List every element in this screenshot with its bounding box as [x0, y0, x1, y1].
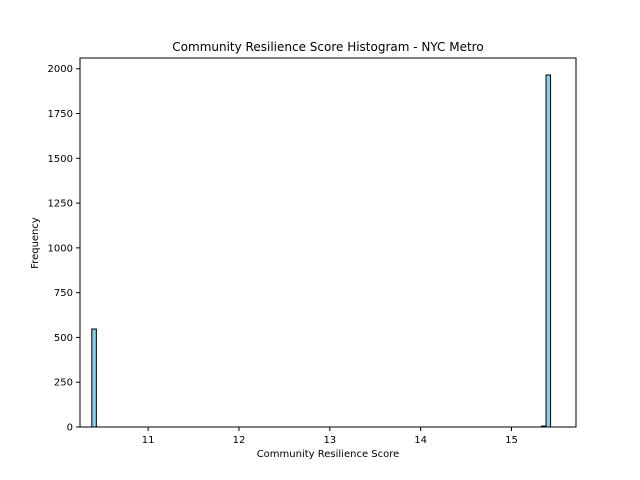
y-axis-label: Frequency [30, 217, 41, 269]
bars-group [91, 74, 552, 428]
histogram-bar-0 [91, 328, 97, 428]
x-tick-label: 12 [233, 435, 246, 446]
x-axis-label: Community Resilience Score [257, 449, 400, 460]
histogram-bar-2 [545, 74, 552, 428]
y-tick-label: 750 [54, 288, 73, 299]
y-tick-label: 250 [54, 378, 73, 389]
x-tick-label: 14 [414, 435, 427, 446]
y-tick-label: 0 [67, 423, 73, 434]
chart-title: Community Resilience Score Histogram - N… [172, 40, 483, 54]
x-axis-ticks: 11 12 13 14 15 [142, 427, 518, 446]
x-tick-label: 13 [323, 435, 336, 446]
y-tick-label: 1500 [48, 154, 73, 165]
x-tick-label: 15 [505, 435, 518, 446]
y-tick-label: 1250 [48, 199, 73, 210]
y-tick-label: 2000 [48, 64, 73, 75]
y-tick-label: 500 [54, 333, 73, 344]
x-tick-label: 11 [142, 435, 155, 446]
y-tick-label: 1000 [48, 243, 73, 254]
y-tick-label: 1750 [48, 109, 73, 120]
y-axis-ticks: 0 250 500 750 1000 1250 1500 1750 2000 [48, 64, 80, 434]
plot-frame [79, 57, 577, 428]
